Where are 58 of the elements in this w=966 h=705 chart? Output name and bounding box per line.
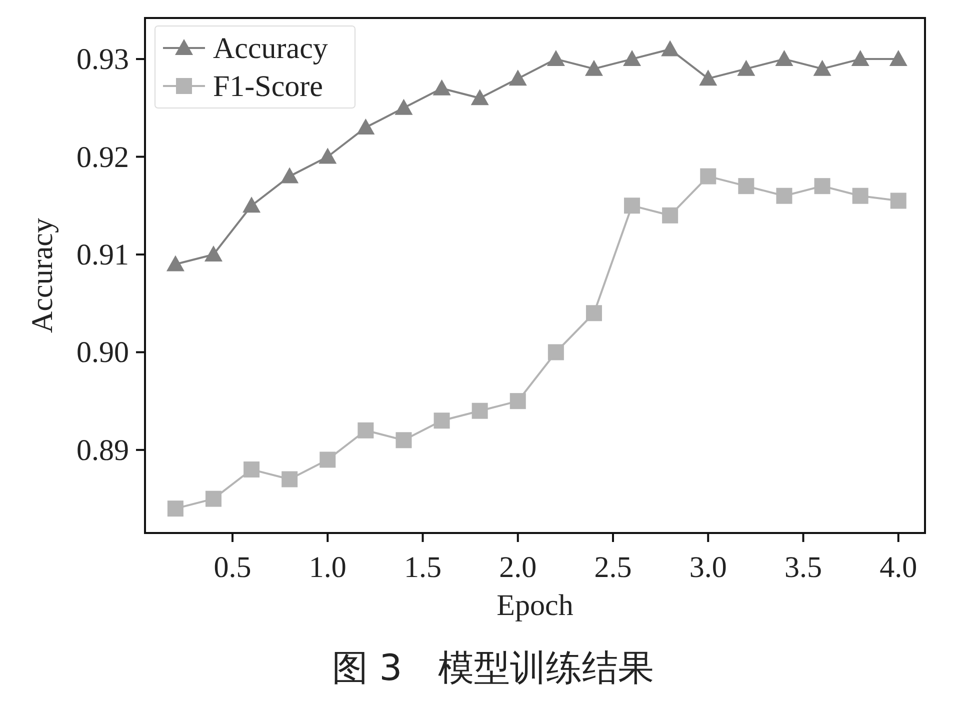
x-tick-label: 3.0 — [689, 551, 727, 584]
point — [282, 471, 298, 488]
x-tick-label: 1.0 — [308, 551, 346, 584]
point — [432, 79, 451, 96]
point — [738, 178, 754, 194]
point — [358, 422, 374, 438]
point — [396, 432, 412, 448]
point — [470, 89, 489, 106]
point — [624, 198, 640, 214]
point — [434, 412, 450, 429]
point — [280, 167, 299, 184]
point — [889, 50, 908, 66]
point — [394, 98, 413, 115]
point — [737, 60, 756, 76]
y-tick-label: 0.90 — [76, 336, 129, 370]
x-tick-label: 2.0 — [499, 551, 537, 584]
point — [472, 402, 488, 419]
point — [851, 50, 870, 66]
point — [205, 490, 222, 507]
point — [623, 50, 642, 66]
y-tick-label: 0.93 — [76, 43, 129, 76]
point — [510, 393, 526, 410]
point — [852, 188, 868, 204]
point — [508, 70, 527, 86]
point — [204, 245, 222, 262]
legend-label: Accuracy — [213, 32, 328, 65]
point — [244, 461, 260, 478]
point — [546, 50, 565, 66]
point — [775, 50, 794, 66]
point — [776, 188, 792, 204]
point — [700, 168, 716, 184]
x-tick-label: 1.5 — [404, 551, 442, 584]
point — [699, 70, 718, 86]
point — [548, 344, 564, 360]
x-tick-label: 4.0 — [880, 551, 918, 584]
y-tick-label: 0.92 — [76, 140, 129, 174]
point — [166, 255, 184, 272]
caption: 图 3 模型训练结果 — [332, 648, 654, 689]
x-tick-label: 0.5 — [214, 551, 252, 584]
x-axis-title: Epoch — [496, 589, 574, 622]
point — [813, 60, 832, 76]
x-tick-label: 3.5 — [784, 551, 822, 584]
point — [814, 178, 830, 194]
y-axis-title: Accuracy — [26, 218, 59, 333]
legend-label: F1-Score — [213, 70, 323, 103]
point — [584, 60, 603, 76]
point — [661, 40, 680, 56]
point — [662, 207, 678, 224]
point — [242, 196, 261, 213]
point — [890, 192, 906, 209]
point — [318, 148, 337, 164]
x-tick-label: 2.5 — [594, 551, 632, 584]
y-tick-label: 0.91 — [76, 238, 129, 272]
y-tick-label: 0.89 — [76, 434, 129, 467]
point — [356, 118, 375, 134]
point — [320, 452, 336, 468]
point — [167, 500, 184, 517]
point — [586, 305, 602, 322]
